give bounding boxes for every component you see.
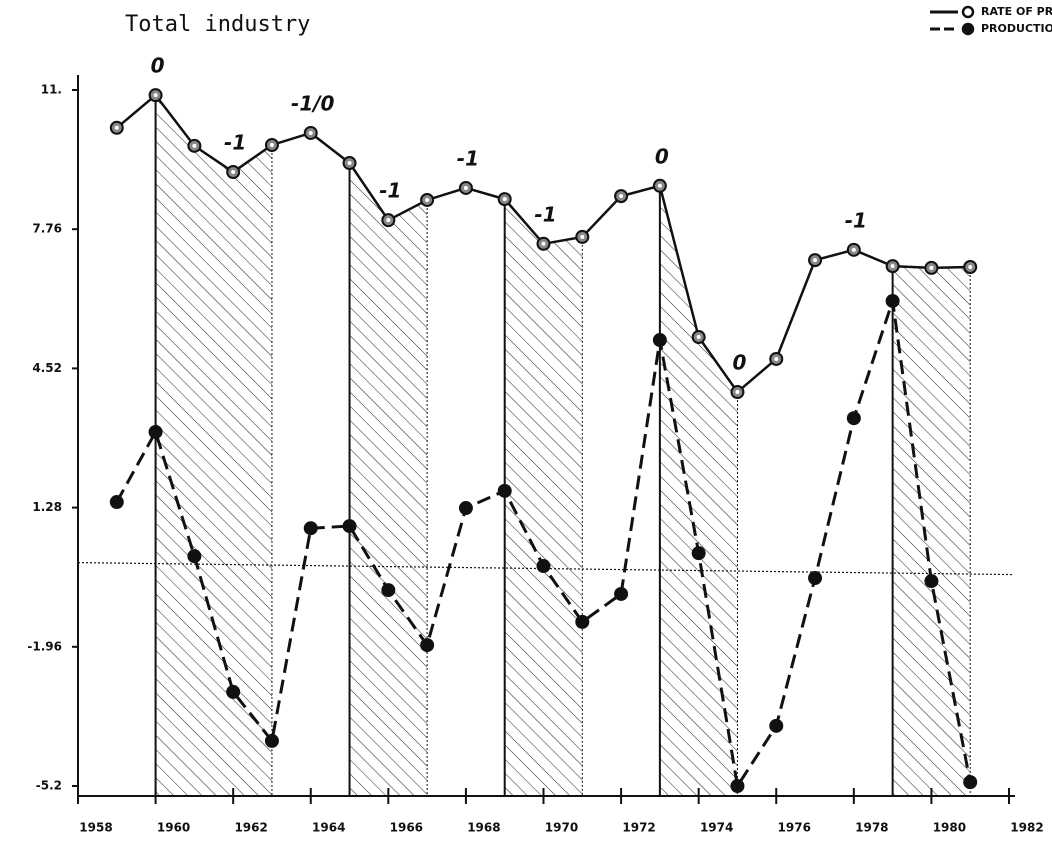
point-center <box>541 241 546 246</box>
y-tick-label: 7.76 <box>32 222 62 236</box>
point-center <box>502 197 507 202</box>
data-point <box>963 775 978 790</box>
data-point <box>381 583 396 598</box>
x-tick-label: 1970 <box>545 821 578 835</box>
shaded-span <box>155 95 272 796</box>
x-tick-label: 1972 <box>622 821 655 835</box>
data-point <box>536 559 551 574</box>
point-center <box>308 130 313 135</box>
point-center <box>269 142 274 147</box>
point-center <box>231 170 236 175</box>
x-tick-label: 1962 <box>234 821 267 835</box>
legend-label: RATE OF PROFIT <box>981 5 1052 18</box>
x-tick-label: 1964 <box>312 821 345 835</box>
chart-title: Total industry <box>125 12 310 37</box>
data-point <box>614 586 629 601</box>
x-tick-label: 1978 <box>855 821 888 835</box>
y-tick-label: 1.28 <box>32 500 62 514</box>
data-point <box>730 779 745 793</box>
y-tick-label: -5.2 <box>36 779 62 793</box>
annotation: -1 <box>845 208 867 232</box>
point-center <box>929 265 934 270</box>
x-tick-label: 1982 <box>1010 821 1043 835</box>
data-point <box>691 546 706 561</box>
point-center <box>386 218 391 223</box>
x-tick-label: 1974 <box>700 821 733 835</box>
shaded-span <box>504 199 583 797</box>
data-point <box>342 519 357 534</box>
x-tick-label: 1966 <box>390 821 423 835</box>
y-tick-label: 11. <box>41 83 62 97</box>
data-point <box>148 424 163 439</box>
data-point <box>497 483 512 498</box>
annotation: -1/0 <box>291 91 335 115</box>
shaded-span <box>349 163 428 796</box>
data-point <box>109 495 124 510</box>
shaded-span <box>892 266 971 796</box>
data-point <box>226 684 241 699</box>
point-center <box>463 185 468 190</box>
x-tick-label: 1976 <box>778 821 811 835</box>
annotation: 0 <box>732 351 746 375</box>
shaded-span <box>659 185 738 797</box>
legend-label: PRODUCTION <box>981 22 1052 35</box>
point-center <box>774 356 779 361</box>
point-center <box>347 161 352 166</box>
point-center <box>735 390 740 395</box>
data-point <box>458 501 473 516</box>
annotation: -1 <box>534 202 556 226</box>
x-tick-label: 1958 <box>79 821 112 835</box>
data-point <box>575 614 590 629</box>
point-center <box>657 183 662 188</box>
point-center <box>580 234 585 239</box>
point-center <box>890 264 895 269</box>
point-center <box>813 258 818 263</box>
data-point <box>769 718 784 733</box>
data-point <box>924 574 939 589</box>
x-tick-label: 1968 <box>467 821 500 835</box>
point-center <box>114 125 119 130</box>
data-point <box>187 549 202 564</box>
point-center <box>192 143 197 148</box>
legend-marker <box>961 22 975 36</box>
data-point <box>652 333 667 348</box>
data-point <box>420 638 435 653</box>
point-center <box>619 194 624 199</box>
x-tick-label: 1960 <box>157 821 190 835</box>
annotation: 0 <box>151 54 165 78</box>
data-point <box>303 521 318 536</box>
point-center <box>968 265 973 270</box>
point-center <box>696 335 701 340</box>
annotation: -1 <box>224 131 246 155</box>
point-center <box>851 247 856 252</box>
legend-marker <box>961 5 975 19</box>
point-center <box>153 93 158 98</box>
point-center <box>425 197 430 202</box>
data-point <box>264 733 279 748</box>
annotation: -1 <box>379 179 401 203</box>
y-tick-label: -1.96 <box>27 639 62 653</box>
data-point <box>808 571 823 586</box>
x-tick-label: 1980 <box>933 821 966 835</box>
y-tick-label: 4.52 <box>32 361 62 375</box>
data-point <box>846 411 861 426</box>
data-point <box>885 293 900 308</box>
annotation: 0 <box>655 144 669 168</box>
annotation: -1 <box>457 146 479 170</box>
